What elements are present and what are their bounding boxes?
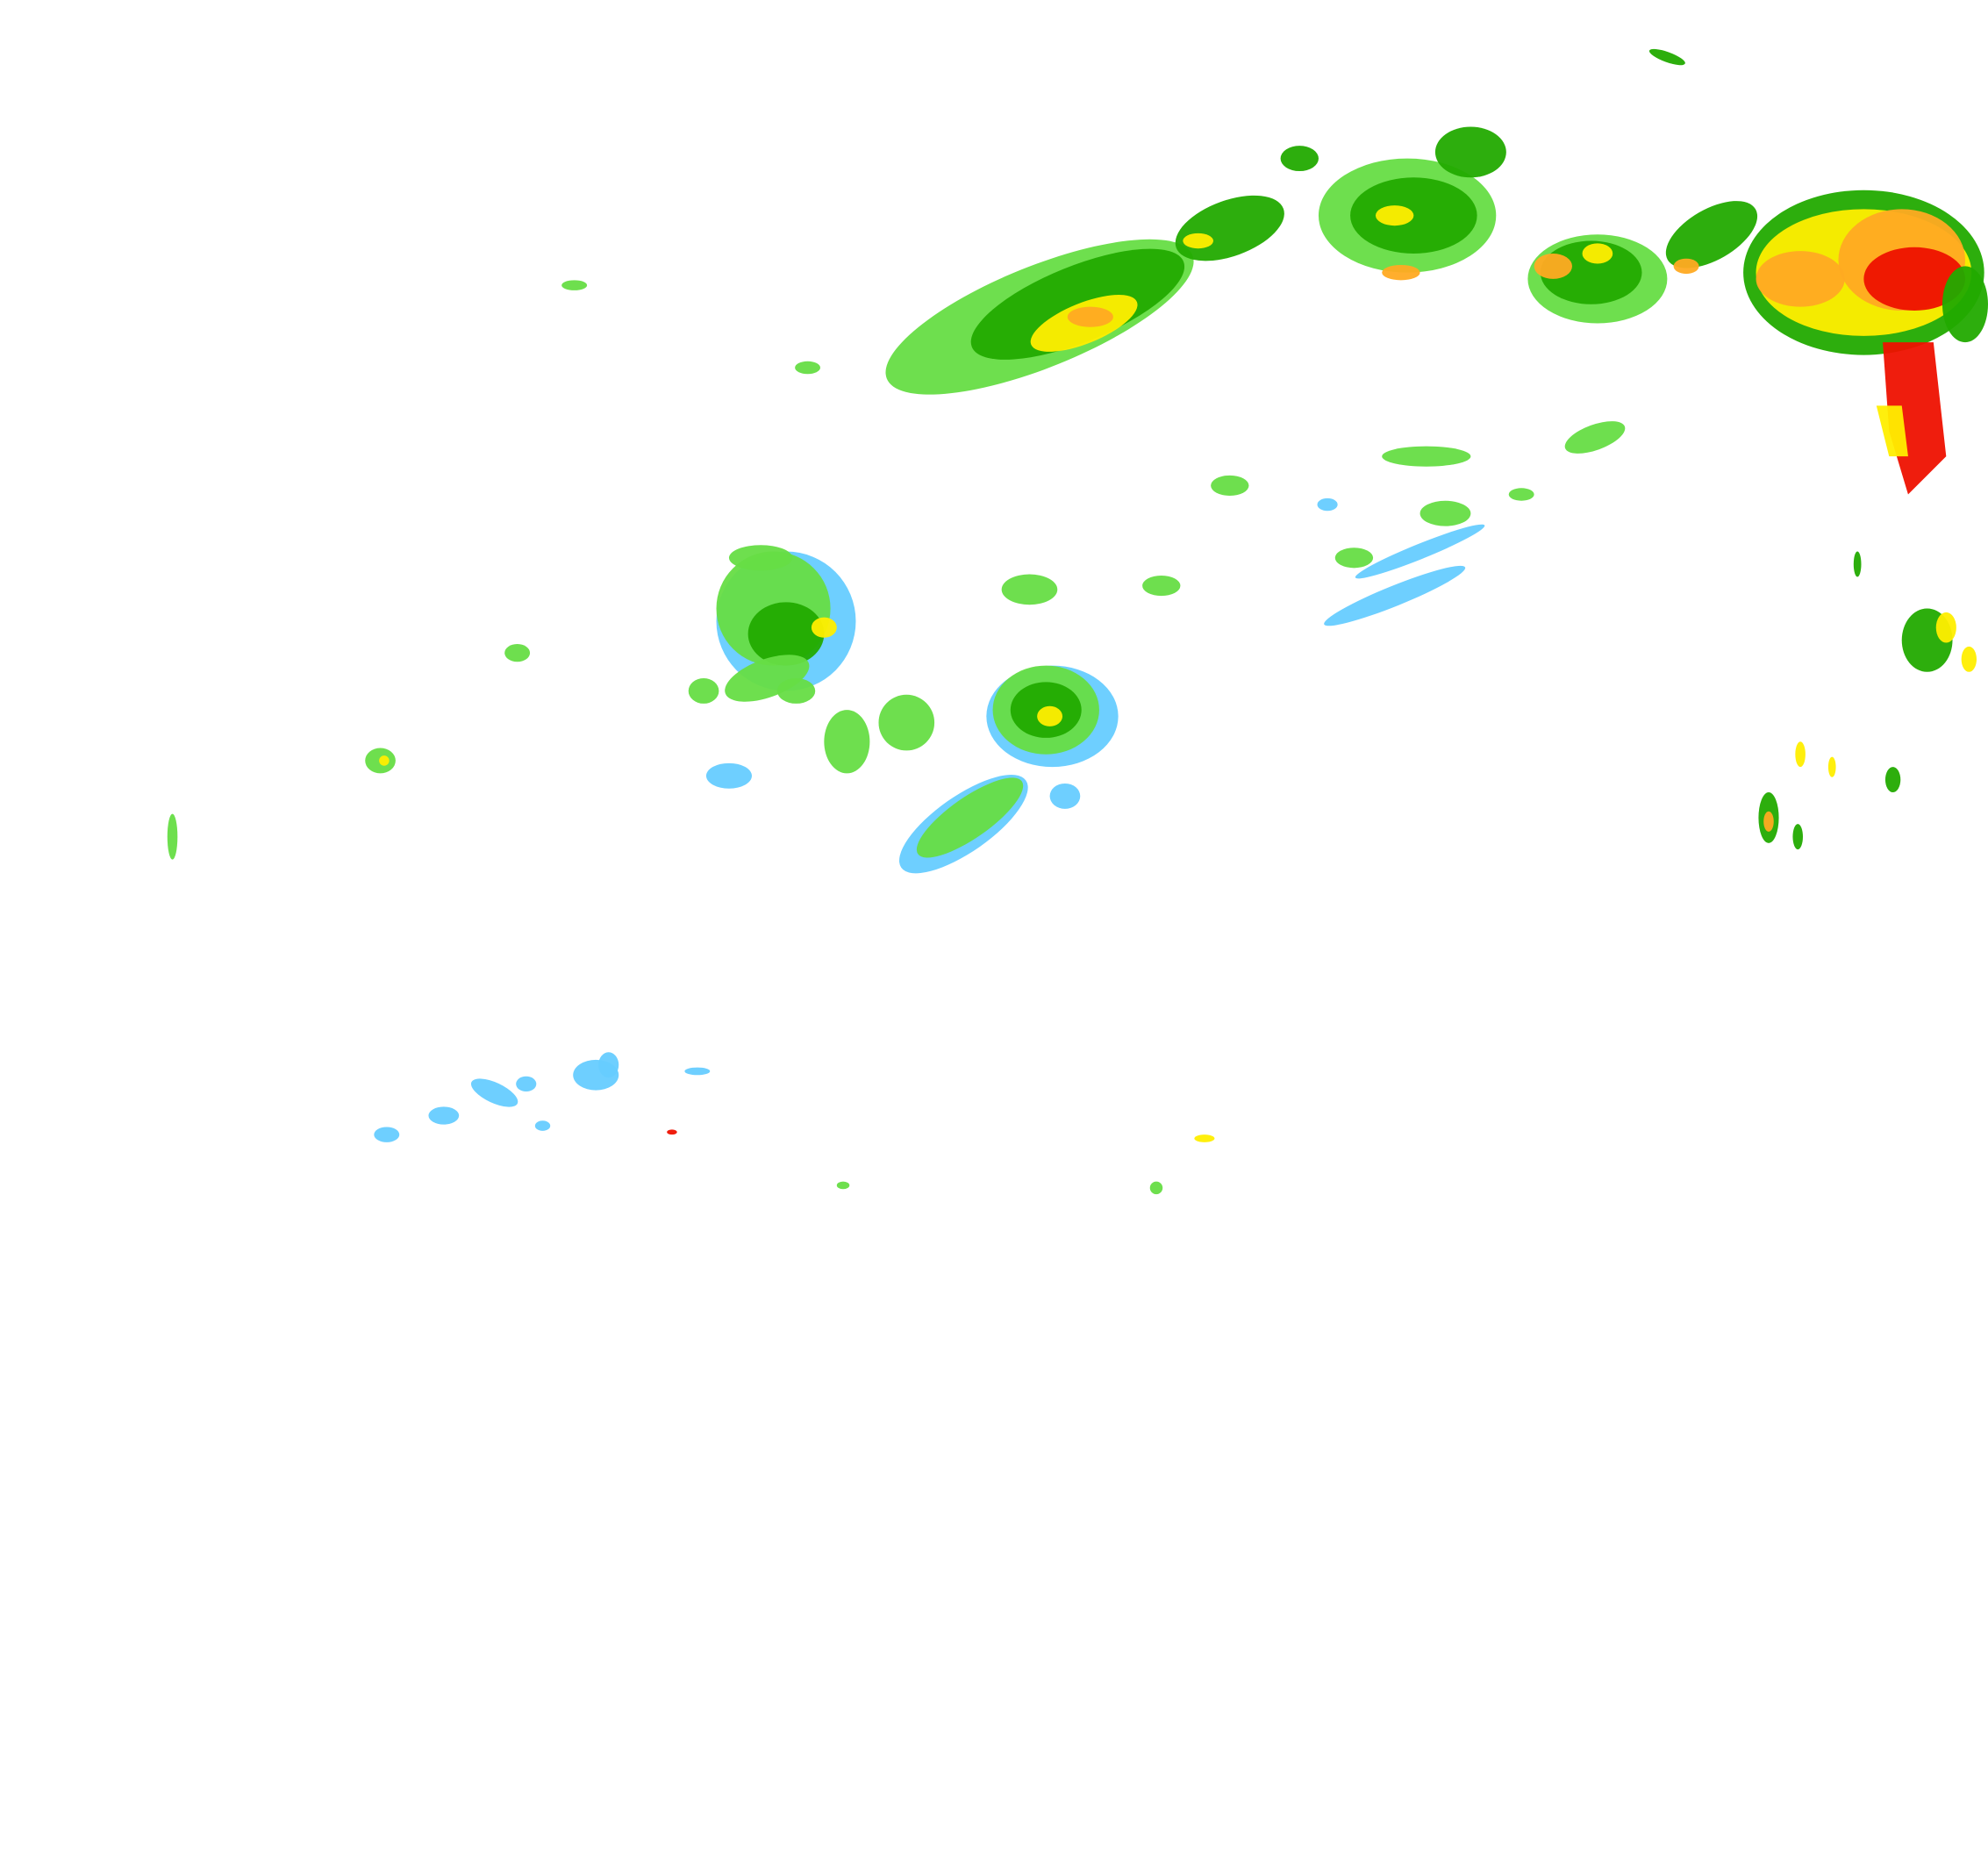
radar-echo [1884, 767, 1901, 793]
radar-echo [684, 1067, 711, 1076]
radar-echo [1049, 783, 1081, 809]
southern-light-rain [374, 1052, 1215, 1195]
radar-echo [1942, 266, 1988, 343]
radar-echo [811, 617, 837, 638]
radar-echo [725, 655, 810, 702]
radar-echo [1194, 1134, 1215, 1142]
radar-echo [1037, 705, 1063, 726]
radar-echo [1183, 233, 1214, 249]
radar-echo [688, 678, 719, 704]
radar-echo [1756, 251, 1845, 307]
radar-echo [470, 1078, 518, 1107]
radar-echo [1540, 240, 1642, 304]
radar-echo [747, 602, 825, 666]
radar-echo [504, 644, 531, 662]
radar-echo [1280, 146, 1319, 172]
radar-echo [1434, 126, 1506, 178]
radar-echo [795, 361, 821, 375]
radar-echo [1795, 741, 1806, 768]
radar-echo [1673, 258, 1699, 275]
radar-echo [1763, 811, 1774, 832]
eastern-severe-storm [1743, 190, 1988, 495]
radar-echo [1334, 547, 1374, 569]
radar-echo [705, 762, 752, 789]
radar-echo [1853, 551, 1862, 577]
radar-echo [1827, 756, 1836, 777]
northern-storm-band [885, 48, 1758, 395]
radar-echo [1876, 405, 1908, 457]
radar-echo [516, 1076, 537, 1092]
radar-echo [1149, 1181, 1163, 1195]
radar-echo [878, 694, 935, 751]
radar-echo [1142, 575, 1181, 597]
radar-echo [1935, 612, 1956, 643]
radar-echo [1211, 475, 1249, 496]
radar-echo [1665, 201, 1758, 268]
radar-echo [1324, 565, 1466, 626]
radar-echo [598, 1052, 619, 1078]
radar-echo [1863, 247, 1965, 311]
radar-echo [428, 1106, 460, 1125]
radar-echo [1067, 306, 1113, 327]
radar-echo [1317, 497, 1338, 512]
radar-echo [916, 777, 1024, 858]
radar-echo [1582, 243, 1613, 264]
radar-echo [1001, 574, 1058, 605]
radar-echo [1375, 205, 1414, 226]
radar-echo [534, 1120, 551, 1131]
radar-echo [379, 755, 390, 766]
radar-echo [167, 813, 178, 860]
radar-echo [776, 678, 816, 704]
radar-echo [1648, 48, 1685, 66]
eastern-light-rain-streaks [1317, 421, 1626, 626]
radar-echo [1534, 253, 1572, 279]
radar-echo [561, 280, 588, 290]
radar-echo [836, 1181, 850, 1190]
radar-echo [1792, 824, 1804, 850]
radar-echo [667, 1129, 677, 1135]
southeast-cells [1758, 551, 1977, 850]
radar-echo [1382, 446, 1471, 467]
radar-echo [1419, 500, 1471, 526]
radar-echo [374, 1127, 400, 1142]
radar-echo [1961, 646, 1977, 672]
radar-echo [1382, 264, 1420, 281]
radar-echo [1355, 524, 1485, 579]
central-showers [167, 280, 1249, 874]
radar-echo [728, 545, 793, 571]
radar-echo [824, 710, 870, 774]
radar-echo [1508, 488, 1534, 501]
radar-echo [1564, 421, 1626, 454]
